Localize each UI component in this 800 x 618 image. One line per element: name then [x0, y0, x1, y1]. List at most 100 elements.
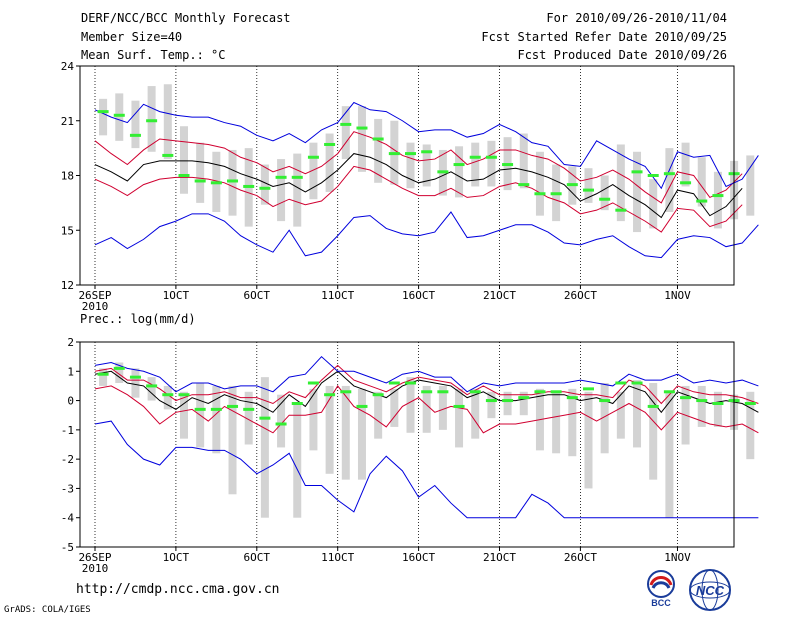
precipitation-median-mark [324, 393, 336, 397]
temperature-median-mark [210, 181, 222, 185]
chart-title: DERF/NCC/BCC Monthly Forecast [81, 11, 291, 25]
temperature-x-tick-label: 26OCT [564, 289, 597, 302]
temperature-median-mark [631, 170, 643, 174]
temperature-median-mark [582, 188, 594, 192]
precipitation-box-bar [438, 385, 447, 430]
precipitation-box-bar [163, 385, 172, 410]
temperature-box-bar [422, 144, 431, 187]
precipitation-median-mark [210, 407, 222, 411]
temperature-median-mark [405, 152, 417, 156]
temperature-box-bar [99, 98, 108, 136]
precipitation-y-tick-label: -3 [61, 482, 74, 495]
temperature-box-bar [746, 155, 755, 216]
temperature-line-lower-blue [94, 211, 759, 259]
precipitation-box-bar [115, 362, 124, 383]
temperature-x-tick-label: 1OCT [163, 289, 190, 302]
produced-date-label: Fcst Produced Date 2010/09/26 [517, 48, 727, 62]
precipitation-median-mark [582, 387, 594, 391]
svg-text:NCC: NCC [696, 583, 725, 598]
precipitation-x-tick-label: 26OCT [564, 551, 597, 564]
precipitation-median-mark [372, 393, 384, 397]
temperature-median-mark [437, 170, 449, 174]
temperature-median-mark [680, 181, 692, 185]
temperature-box-bar [357, 106, 366, 172]
precipitation-x-tick-label: 1NOV [664, 551, 691, 564]
temperature-box-bar [163, 84, 172, 160]
precipitation-median-mark [275, 422, 287, 426]
temperature-median-mark [275, 175, 287, 179]
temperature-box-bar [228, 149, 237, 216]
precipitation-x-tick-label: 26SEP [78, 551, 111, 564]
temperature-box-bar [260, 164, 269, 205]
precipitation-median-mark [566, 396, 578, 400]
precipitation-plot-frame [79, 341, 735, 548]
temperature-y-tick-label: 18 [61, 170, 74, 183]
temperature-median-mark [550, 192, 562, 196]
precipitation-box-bar [325, 385, 334, 474]
precipitation-y-tick-label: -5 [61, 541, 74, 554]
precipitation-median-mark [631, 381, 643, 385]
temperature-box-bar [179, 126, 188, 194]
temperature-box-bar [600, 175, 609, 211]
temperature-box-bar [115, 93, 124, 141]
precipitation-median-mark [599, 399, 611, 403]
precipitation-box-bar [633, 380, 642, 448]
svg-text:BCC: BCC [651, 598, 671, 608]
start-refer-date-label: Fcst Started Refer Date 2010/09/25 [481, 30, 727, 44]
precipitation-line-lower-blue [94, 420, 759, 519]
precipitation-box-bar [293, 403, 302, 518]
precipitation-box-bar [406, 377, 415, 433]
precipitation-median-mark [518, 396, 530, 400]
temperature-box-bar [633, 151, 642, 233]
precipitation-median-mark [696, 399, 708, 403]
precipitation-line-lower-red [94, 385, 759, 434]
temperature-x-tick-label: 6OCT [244, 289, 271, 302]
precipitation-x-tick-label: 21OCT [483, 551, 516, 564]
temperature-box-bar [196, 142, 205, 203]
precipitation-median-mark [502, 399, 514, 403]
temperature-median-mark [518, 183, 530, 187]
temperature-box-bar [455, 146, 464, 198]
website-url[interactable]: http://cmdp.ncc.cma.gov.cn [76, 582, 280, 597]
precipitation-x-tick-sublabel: 2010 [82, 562, 109, 575]
precipitation-median-mark [615, 381, 627, 385]
temperature-median-mark [453, 163, 465, 167]
temperature-box-bar [535, 151, 544, 216]
temperature-median-mark [162, 153, 174, 157]
temperature-x-tick-label: 11OCT [321, 289, 354, 302]
temperature-line-upper-red [94, 131, 743, 204]
temperature-median-mark [340, 122, 352, 126]
precipitation-median-mark [162, 393, 174, 397]
precipitation-box-bar [519, 391, 528, 416]
temperature-median-mark [663, 172, 675, 176]
precipitation-median-mark [227, 404, 239, 408]
precipitation-y-tick-label: 2 [67, 336, 74, 349]
precipitation-median-mark [388, 381, 400, 385]
temperature-box-bar [471, 142, 480, 187]
precipitation-y-tick-label: 1 [67, 365, 74, 378]
temperature-median-mark [194, 179, 206, 183]
temperature-box-bar [341, 106, 350, 160]
precipitation-median-mark [194, 407, 206, 411]
precipitation-box-bar [357, 388, 366, 480]
temperature-median-mark [307, 155, 319, 159]
temperature-median-mark [324, 142, 336, 146]
precipitation-median-mark [307, 381, 319, 385]
precipitation-box-bar [422, 385, 431, 433]
precipitation-box-bar [131, 368, 140, 398]
temperature-box-bar [131, 100, 140, 149]
temperature-x-tick-label: 21OCT [483, 289, 516, 302]
temperature-box-bar [147, 86, 156, 152]
precipitation-median-mark [744, 402, 756, 405]
precipitation-box-bar [649, 383, 658, 480]
precipitation-x-tick-label: 6OCT [244, 551, 271, 564]
precipitation-box-bar [746, 391, 755, 460]
temperature-median-mark [97, 110, 109, 114]
precipitation-median-mark [291, 402, 303, 405]
temperature-median-mark [599, 197, 611, 201]
temperature-median-mark [469, 155, 481, 159]
forecast-period-label: For 2010/09/26-2010/11/04 [546, 11, 727, 25]
precipitation-box-bar [341, 385, 350, 480]
precipitation-box-bar [568, 388, 577, 457]
